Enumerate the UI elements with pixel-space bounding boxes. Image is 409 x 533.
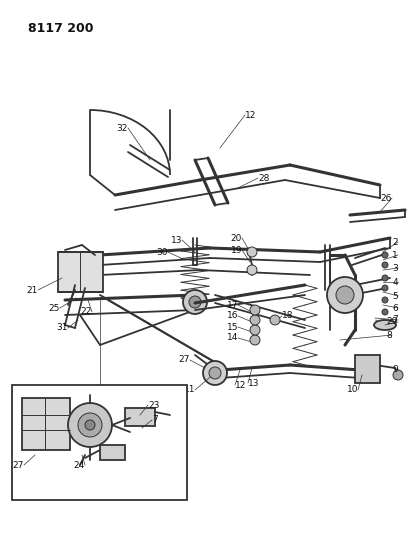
Circle shape — [381, 285, 387, 291]
Text: 3: 3 — [391, 263, 397, 272]
Text: 25: 25 — [49, 303, 60, 312]
Circle shape — [246, 247, 256, 257]
Text: 23: 23 — [148, 400, 159, 409]
Text: 8117 200: 8117 200 — [28, 22, 93, 35]
Text: 32: 32 — [116, 124, 128, 133]
Circle shape — [249, 325, 259, 335]
Text: 20: 20 — [230, 233, 241, 243]
Text: 27: 27 — [13, 461, 24, 470]
Text: 7: 7 — [152, 416, 157, 424]
Text: 16: 16 — [226, 311, 237, 320]
Text: 21: 21 — [27, 286, 38, 295]
Text: 17: 17 — [226, 301, 237, 310]
Bar — [354, 355, 379, 383]
Circle shape — [202, 361, 227, 385]
Circle shape — [209, 367, 220, 379]
Bar — [100, 445, 125, 460]
Circle shape — [381, 275, 387, 281]
Text: 22: 22 — [81, 308, 92, 317]
Bar — [58, 252, 103, 292]
Text: 12: 12 — [234, 381, 246, 390]
Circle shape — [68, 403, 112, 447]
Bar — [22, 398, 70, 450]
Text: 31: 31 — [56, 324, 68, 333]
Bar — [125, 408, 155, 426]
Bar — [12, 385, 187, 500]
Text: 26: 26 — [380, 193, 391, 203]
Circle shape — [189, 296, 200, 308]
Text: 13: 13 — [170, 236, 182, 245]
Circle shape — [249, 335, 259, 345]
Text: 14: 14 — [226, 334, 237, 343]
Text: 18: 18 — [281, 311, 293, 320]
Circle shape — [326, 277, 362, 313]
Text: 30: 30 — [156, 247, 168, 256]
Text: 10: 10 — [346, 385, 357, 394]
Text: 24: 24 — [74, 461, 85, 470]
Circle shape — [270, 315, 279, 325]
Text: 12: 12 — [245, 110, 256, 119]
Text: 29: 29 — [386, 318, 397, 327]
Circle shape — [249, 315, 259, 325]
Text: 27: 27 — [178, 356, 189, 365]
Text: 5: 5 — [391, 292, 397, 301]
Circle shape — [85, 420, 95, 430]
Circle shape — [78, 413, 102, 437]
Text: 6: 6 — [391, 303, 397, 312]
Text: 2: 2 — [391, 238, 397, 246]
Circle shape — [381, 262, 387, 268]
Text: 15: 15 — [226, 322, 237, 332]
Circle shape — [335, 286, 353, 304]
Circle shape — [381, 309, 387, 315]
Text: 4: 4 — [391, 278, 397, 287]
Circle shape — [381, 252, 387, 258]
Text: 9: 9 — [391, 366, 397, 375]
Circle shape — [249, 305, 259, 315]
Text: 13: 13 — [247, 378, 259, 387]
Circle shape — [246, 265, 256, 275]
Text: 7: 7 — [391, 316, 397, 325]
Circle shape — [392, 370, 402, 380]
Text: 1: 1 — [391, 251, 397, 260]
Text: 11: 11 — [183, 385, 195, 394]
Text: 19: 19 — [230, 246, 241, 254]
Text: 28: 28 — [257, 174, 269, 182]
Text: 8: 8 — [385, 330, 391, 340]
Circle shape — [182, 290, 207, 314]
Ellipse shape — [373, 320, 395, 330]
Circle shape — [381, 297, 387, 303]
